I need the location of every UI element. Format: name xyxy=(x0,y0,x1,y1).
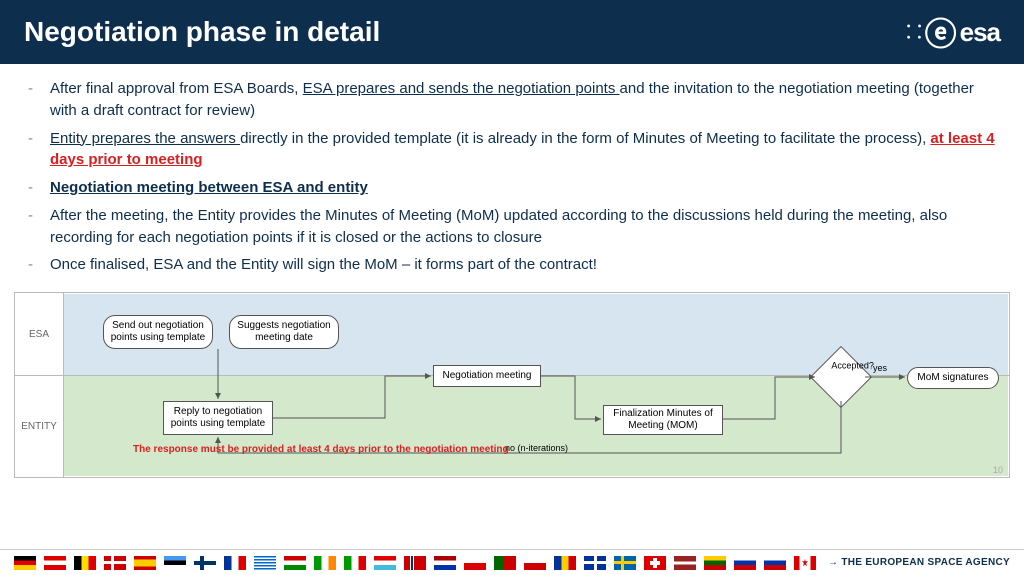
flag-no xyxy=(404,556,426,570)
flag-ch xyxy=(644,556,666,570)
slide-title: Negotiation phase in detail xyxy=(24,16,380,48)
flag-at xyxy=(44,556,66,570)
bullet-content: -After final approval from ESA Boards, E… xyxy=(0,64,1024,284)
edge-no-label: no (n-iterations) xyxy=(505,443,568,453)
node-signatures: MoM signatures xyxy=(907,367,999,389)
flag-gr xyxy=(254,556,276,570)
flag-it xyxy=(344,556,366,570)
footer-tagline: → THE EUROPEAN SPACE AGENCY xyxy=(828,557,1010,568)
flag-si xyxy=(764,556,786,570)
flag-cz xyxy=(524,556,546,570)
flag-ro xyxy=(554,556,576,570)
flag-fi xyxy=(194,556,216,570)
flag-de xyxy=(14,556,36,570)
flag-uk xyxy=(584,556,606,570)
diagram-note: The response must be provided at least 4… xyxy=(133,443,509,456)
flag-pl xyxy=(464,556,486,570)
member-flags xyxy=(14,556,816,570)
flag-ee xyxy=(164,556,186,570)
flag-lv xyxy=(674,556,696,570)
node-finalize: Finalization Minutes of Meeting (MOM) xyxy=(603,405,723,435)
process-diagram: ESA ENTITY Send out negotiation points u… xyxy=(14,292,1010,478)
page-number: 10 xyxy=(993,465,1003,475)
flag-lu xyxy=(374,556,396,570)
flag-sk xyxy=(734,556,756,570)
lane-esa: ESA xyxy=(15,329,63,340)
flag-fr xyxy=(224,556,246,570)
node-send-points: Send out negotiation points using templa… xyxy=(103,315,213,349)
flag-ie xyxy=(314,556,336,570)
flag-hu xyxy=(284,556,306,570)
flag-nl xyxy=(434,556,456,570)
flag-pt xyxy=(494,556,516,570)
flag-se xyxy=(614,556,636,570)
flag-ca xyxy=(794,556,816,570)
flag-es xyxy=(134,556,156,570)
flag-dk xyxy=(104,556,126,570)
node-suggest-date: Suggests negotiation meeting date xyxy=(229,315,339,349)
edge-yes-label: yes xyxy=(873,363,887,373)
node-reply: Reply to negotiation points using templa… xyxy=(163,401,273,435)
flag-lt xyxy=(704,556,726,570)
slide-header: Negotiation phase in detail ⸬ⓔesa xyxy=(0,0,1024,64)
flag-be xyxy=(74,556,96,570)
slide-footer: → THE EUROPEAN SPACE AGENCY xyxy=(0,549,1024,575)
lane-entity: ENTITY xyxy=(15,421,63,432)
node-meeting: Negotiation meeting xyxy=(433,365,541,387)
esa-logo: ⸬ⓔesa xyxy=(907,9,1000,55)
